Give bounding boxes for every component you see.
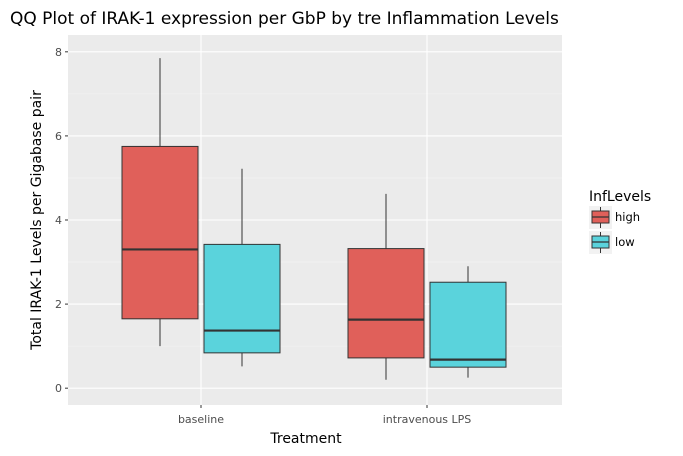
legend-label: high	[615, 210, 640, 224]
chart-title: QQ Plot of IRAK-1 expression per GbP by …	[10, 9, 559, 29]
box-series	[121, 58, 507, 380]
box-iqr	[429, 281, 507, 368]
legend-title: InfLevels	[589, 189, 651, 205]
legend-item-low: low	[589, 231, 635, 254]
x-tick-label: intravenous LPS	[383, 413, 472, 426]
x-axis-title: Treatment	[269, 431, 342, 447]
box-low-baseline	[203, 168, 281, 367]
box-iqr	[121, 145, 199, 320]
box-iqr	[203, 243, 281, 354]
box-high-baseline	[121, 58, 199, 347]
legend-item-high: high	[589, 206, 640, 229]
y-tick-label: 0	[55, 382, 62, 395]
axis-ticks: 0 2 4 6 8 baseline intravenous LPS	[55, 46, 471, 426]
y-tick-label: 4	[55, 214, 62, 227]
y-axis-title: Total IRAK-1 Levels per Gigabase pair	[29, 90, 45, 351]
box-iqr	[347, 248, 425, 359]
box-high-intravenous-lps	[347, 193, 425, 380]
y-tick-label: 8	[55, 46, 62, 59]
y-tick-label: 6	[55, 130, 62, 143]
box-low-intravenous-lps	[429, 266, 507, 378]
legend-label: low	[615, 235, 635, 249]
x-tick-label: baseline	[178, 413, 224, 426]
y-tick-label: 2	[55, 298, 62, 311]
legend: InfLevels high low	[589, 189, 651, 254]
